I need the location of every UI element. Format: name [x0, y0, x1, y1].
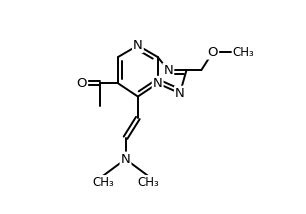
Text: N: N: [163, 64, 173, 77]
Text: CH₃: CH₃: [233, 46, 254, 59]
Text: N: N: [175, 87, 185, 100]
Text: O: O: [76, 77, 87, 90]
Text: CH₃: CH₃: [137, 176, 159, 189]
Text: N: N: [153, 77, 162, 90]
Text: N: N: [121, 153, 130, 166]
Text: CH₃: CH₃: [92, 176, 114, 189]
Text: N: N: [133, 39, 143, 52]
Text: O: O: [207, 46, 218, 59]
